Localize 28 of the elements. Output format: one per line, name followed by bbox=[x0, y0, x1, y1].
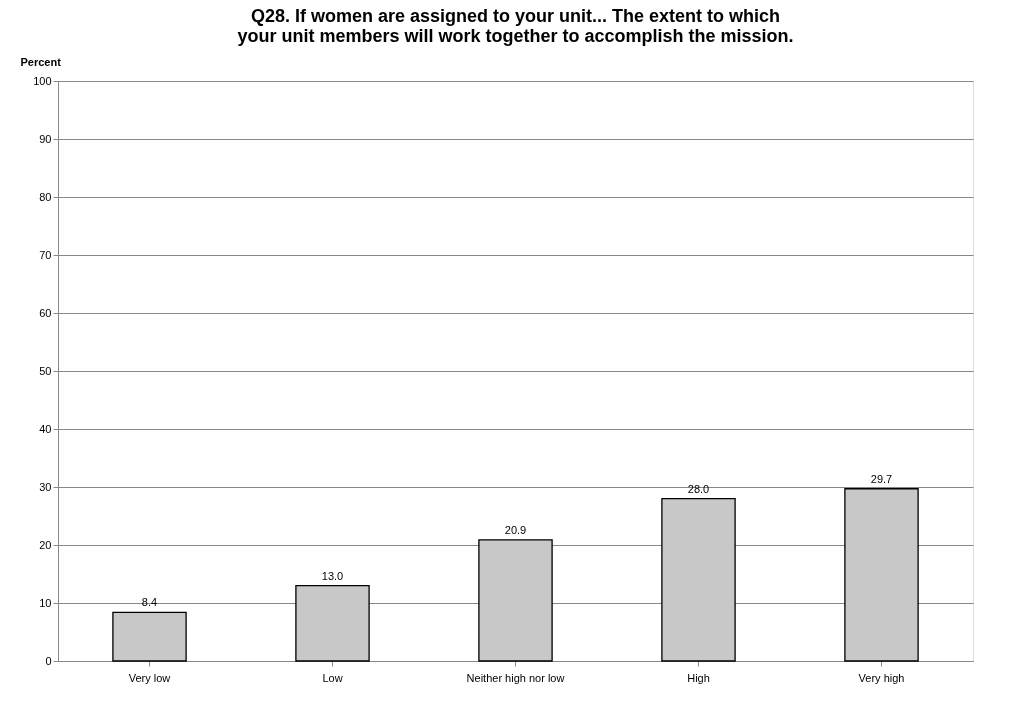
y-axis-title: Percent bbox=[20, 55, 62, 68]
y-tick-label: 70 bbox=[39, 248, 52, 261]
y-tick-label: 90 bbox=[39, 132, 52, 145]
x-tick-label: High bbox=[687, 671, 710, 684]
y-tick-label: 30 bbox=[39, 480, 52, 493]
bar bbox=[844, 488, 919, 662]
bar bbox=[112, 611, 187, 662]
x-tick-label: Very high bbox=[858, 671, 905, 684]
y-tick-label: 50 bbox=[39, 364, 52, 377]
x-tick-label: Very low bbox=[128, 671, 171, 684]
y-tick-label: 60 bbox=[39, 306, 52, 319]
x-tick-label: Low bbox=[322, 671, 343, 684]
y-tick-label: 20 bbox=[39, 538, 52, 551]
y-tick-label: 10 bbox=[39, 596, 52, 609]
y-tick-label: 80 bbox=[39, 190, 52, 203]
bar bbox=[661, 497, 736, 662]
y-tick-label: 100 bbox=[33, 74, 52, 87]
x-tick-label: Neither high nor low bbox=[466, 671, 565, 684]
bar bbox=[478, 539, 553, 662]
data-label: 28.0 bbox=[687, 482, 710, 495]
data-label: 8.4 bbox=[141, 596, 158, 609]
data-label: 13.0 bbox=[321, 569, 344, 582]
y-tick-label: 0 bbox=[45, 654, 52, 667]
bar bbox=[295, 584, 370, 662]
data-label: 20.9 bbox=[504, 523, 527, 536]
chart-title: Q28. If women are assigned to your unit... The extent to which your unit members will work together to accomplish the mission. bbox=[237, 6, 794, 46]
y-tick-label: 40 bbox=[39, 422, 52, 435]
data-label: 29.7 bbox=[870, 472, 893, 485]
